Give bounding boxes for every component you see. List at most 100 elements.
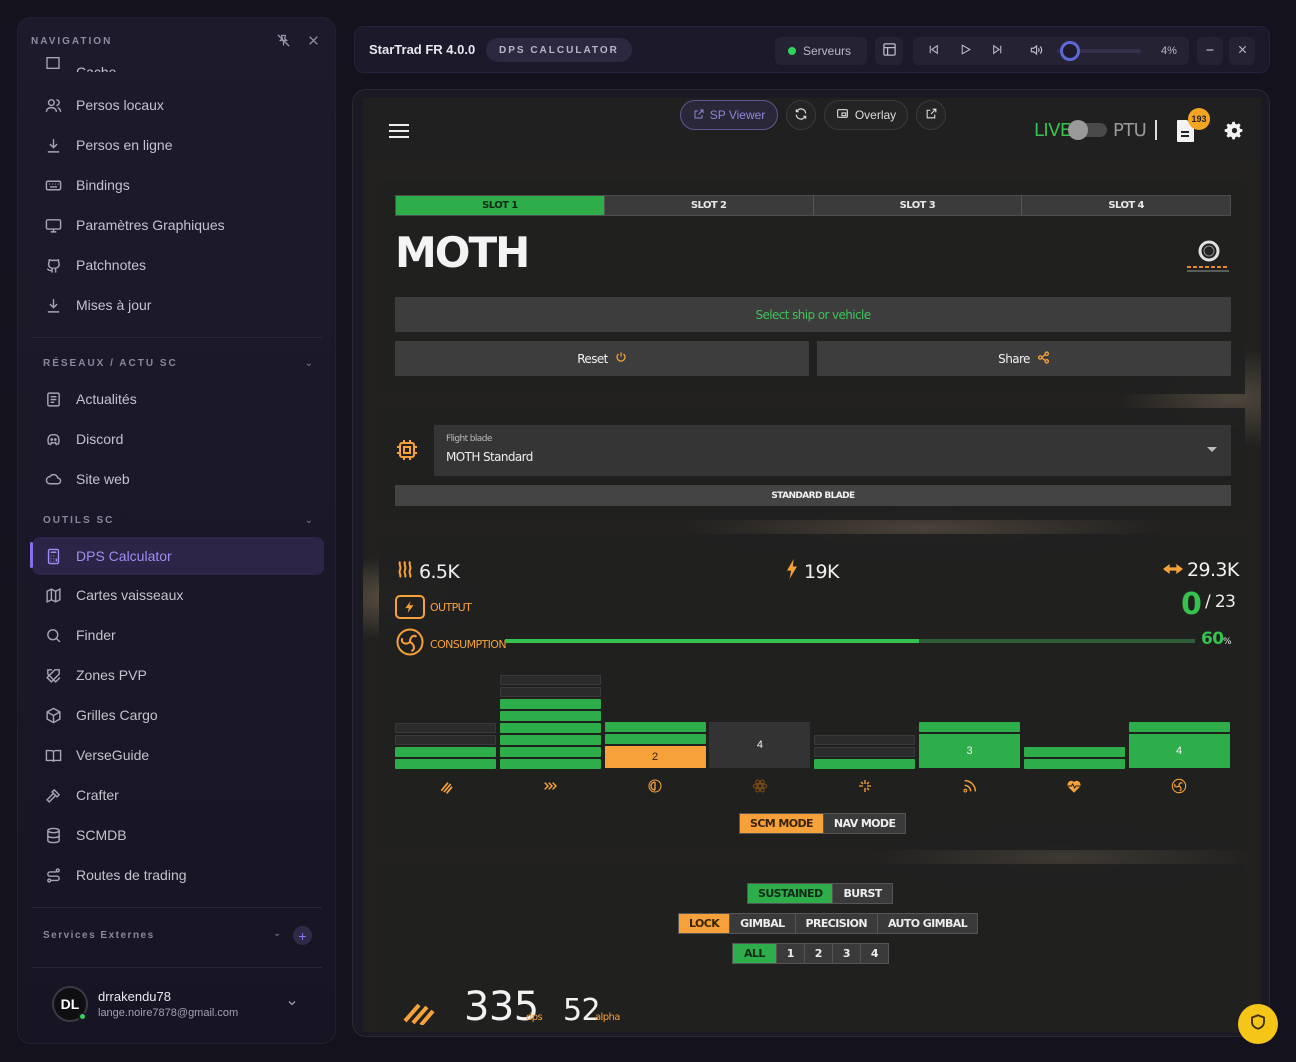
sidebar-item-site-web[interactable]: Site web (32, 461, 324, 497)
sidebar-item-persos-locaux[interactable]: Persos locaux (32, 87, 324, 123)
power-segment[interactable] (604, 722, 706, 732)
sidebar-item-finder[interactable]: Finder (32, 617, 324, 653)
sidebar-item-bindings[interactable]: Bindings (32, 167, 324, 203)
volume-icon[interactable] (1029, 43, 1043, 60)
power-segment[interactable] (499, 710, 601, 721)
group-all-button[interactable]: ALL (733, 944, 777, 963)
notes-button[interactable]: 193 (1176, 108, 1210, 147)
power-segment[interactable] (395, 758, 496, 769)
sidebar-item-mises-a-jour[interactable]: Mises à jour (32, 287, 324, 323)
scm-mode-button[interactable]: SCM MODE (740, 814, 824, 833)
volume-slider-thumb[interactable] (1059, 41, 1080, 61)
power-segment[interactable] (814, 734, 916, 745)
sidebar-item-scmdb[interactable]: SCMDB (32, 817, 324, 853)
lock-button[interactable]: LOCK (679, 914, 731, 933)
power-column-3[interactable]: 2 (604, 98, 706, 1032)
reset-button[interactable]: Reset (395, 341, 809, 376)
flight-blade-select[interactable]: Flight blade MOTH Standard (434, 425, 1231, 476)
power-segment[interactable] (395, 734, 496, 745)
sp-viewer-button[interactable]: SP Viewer (680, 100, 778, 130)
tab-slot-2[interactable]: SLOT 2 (605, 196, 814, 215)
sidebar-item-cache[interactable]: Cache (32, 54, 324, 72)
power-column-1[interactable] (395, 98, 496, 1032)
sidebar-item-dps-calculator[interactable]: DPS Calculator (30, 537, 324, 575)
power-allocated-block[interactable]: 3 (919, 734, 1020, 768)
popout-button[interactable] (916, 100, 946, 130)
tab-slot-3[interactable]: SLOT 3 (814, 196, 1023, 215)
chevron-down-icon[interactable]: ⌄ (304, 358, 313, 369)
layout-button[interactable] (875, 37, 903, 65)
group-2-button[interactable]: 2 (805, 944, 833, 963)
group-4-button[interactable]: 4 (870, 947, 879, 960)
sidebar-item-parametres-graphiques[interactable]: Paramètres Graphiques (32, 207, 324, 243)
power-column-6[interactable]: 3 (919, 98, 1020, 1032)
refresh-button[interactable] (786, 100, 816, 130)
user-profile[interactable]: DL drrakendu78 lange.noire7878@gmail.com (52, 986, 238, 1022)
sustained-button[interactable]: SUSTAINED (748, 884, 834, 903)
tab-slot-1[interactable]: SLOT 1 (396, 196, 605, 215)
power-segment[interactable] (395, 746, 496, 757)
tab-slot-4[interactable]: SLOT 4 (1108, 200, 1144, 211)
power-allocated-block[interactable]: 4 (1128, 734, 1230, 768)
power-column-7[interactable] (1023, 98, 1125, 1032)
power-segment[interactable] (499, 674, 601, 685)
sidebar-item-grilles-cargo[interactable]: Grilles Cargo (32, 697, 324, 733)
power-segment[interactable] (814, 758, 916, 769)
chevron-down-icon[interactable]: ⌄ (304, 515, 313, 526)
standard-blade-button[interactable]: STANDARD BLADE (395, 485, 1231, 506)
play-icon[interactable] (959, 43, 972, 59)
close-icon[interactable] (305, 32, 321, 48)
add-service-button[interactable]: + (293, 926, 312, 945)
burst-button[interactable]: BURST (843, 887, 882, 900)
power-column-5[interactable] (814, 98, 916, 1032)
live-ptu-toggle[interactable] (1068, 120, 1107, 140)
power-segment[interactable] (919, 722, 1020, 732)
power-segment[interactable] (499, 698, 601, 709)
nav-mode-button[interactable]: NAV MODE (833, 817, 896, 830)
power-segment[interactable] (499, 734, 601, 745)
sidebar-item-verseguide[interactable]: VerseGuide (32, 737, 324, 773)
power-column-4[interactable]: 4 (709, 98, 811, 1032)
overlay-button[interactable]: Overlay (824, 100, 908, 130)
power-segment[interactable] (499, 758, 601, 769)
sidebar-item-crafter[interactable]: Crafter (32, 777, 324, 813)
volume-slider[interactable] (1057, 41, 1141, 61)
previous-track-icon[interactable] (927, 43, 940, 59)
sidebar-item-zones-pvp[interactable]: Zones PVP (32, 657, 324, 693)
power-segment[interactable] (1023, 746, 1125, 757)
sidebar-item-actualites[interactable]: Actualités (32, 381, 324, 417)
next-track-icon[interactable] (991, 43, 1004, 59)
privacy-shield-button[interactable] (1238, 1004, 1278, 1044)
sidebar-item-patchnotes[interactable]: Patchnotes (32, 247, 324, 283)
power-column-8[interactable]: 4 (1128, 98, 1230, 1032)
group-3-button[interactable]: 3 (833, 944, 861, 963)
sidebar-item-discord[interactable]: Discord (32, 421, 324, 457)
gimbal-button[interactable]: GIMBAL (730, 914, 796, 933)
power-column-2[interactable] (499, 98, 601, 1032)
chevron-down-icon[interactable] (286, 996, 298, 1014)
auto-gimbal-button[interactable]: AUTO GIMBAL (887, 917, 968, 930)
chevron-down-icon[interactable]: ⌄ (273, 928, 282, 939)
select-ship-button[interactable]: Select ship or vehicle (395, 297, 1231, 332)
power-segment[interactable] (604, 734, 706, 744)
power-segment[interactable] (499, 686, 601, 697)
minimize-button[interactable] (1197, 37, 1223, 65)
hamburger-menu-icon[interactable] (389, 124, 409, 138)
servers-button[interactable]: Serveurs (775, 37, 867, 65)
power-allocated-block[interactable]: 2 (604, 746, 706, 768)
power-segment[interactable] (1128, 722, 1230, 732)
sidebar-item-routes-de-trading[interactable]: Routes de trading (32, 857, 324, 893)
sidebar-item-persos-en-ligne[interactable]: Persos en ligne (32, 127, 324, 163)
power-segment[interactable] (1023, 758, 1125, 769)
power-segment[interactable] (499, 746, 601, 757)
group-1-button[interactable]: 1 (777, 944, 805, 963)
power-segment[interactable] (814, 746, 916, 757)
close-window-button[interactable] (1229, 37, 1255, 65)
power-allocated-block[interactable]: 4 (709, 722, 811, 768)
power-segment[interactable] (499, 722, 601, 733)
power-segment[interactable] (395, 722, 496, 733)
settings-gear-icon[interactable] (1224, 120, 1245, 146)
unpin-icon[interactable] (275, 32, 291, 48)
sidebar-item-cartes-vaisseaux[interactable]: Cartes vaisseaux (32, 577, 324, 613)
share-button[interactable]: Share (817, 341, 1231, 376)
